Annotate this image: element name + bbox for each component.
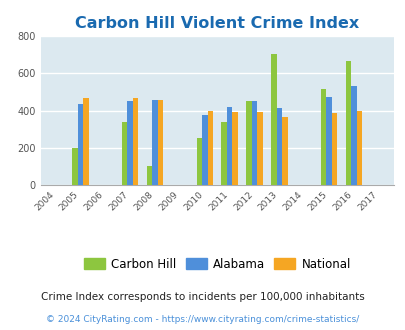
Bar (246, 101, 251, 185)
Bar (232, 113, 237, 185)
Bar (83, 98, 88, 185)
Text: Crime Index corresponds to incidents per 100,000 inhabitants: Crime Index corresponds to incidents per… (41, 292, 364, 302)
Bar (147, 166, 152, 185)
Bar (345, 61, 350, 185)
Text: © 2024 CityRating.com - https://www.cityrating.com/crime-statistics/: © 2024 CityRating.com - https://www.city… (46, 315, 359, 324)
Bar (226, 107, 232, 185)
Bar (122, 122, 127, 185)
Bar (132, 98, 138, 185)
Title: Carbon Hill Violent Crime Index: Carbon Hill Violent Crime Index (75, 16, 358, 31)
Legend: Carbon Hill, Alabama, National: Carbon Hill, Alabama, National (79, 253, 355, 276)
Bar (152, 100, 158, 185)
Bar (281, 117, 287, 185)
Bar (356, 111, 361, 185)
Bar (72, 148, 77, 185)
Bar (350, 86, 356, 185)
Bar (77, 104, 83, 185)
Bar (158, 100, 163, 185)
Bar (207, 111, 213, 185)
Bar (221, 122, 226, 185)
Bar (127, 101, 132, 185)
Bar (202, 115, 207, 185)
Bar (276, 108, 281, 185)
Bar (326, 97, 331, 185)
Bar (320, 89, 326, 185)
Bar (271, 54, 276, 185)
Bar (251, 101, 257, 185)
Bar (331, 113, 337, 185)
Bar (257, 113, 262, 185)
Bar (196, 138, 202, 185)
